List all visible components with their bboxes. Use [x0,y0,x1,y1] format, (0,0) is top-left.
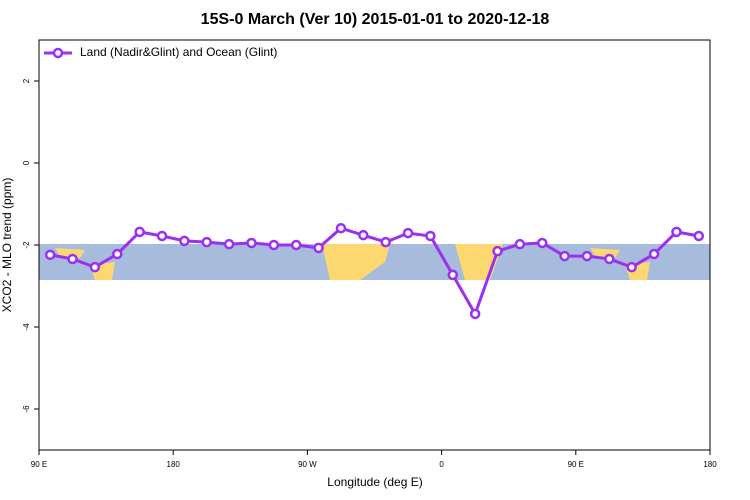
data-point [67,253,78,265]
data-point [268,239,280,251]
data-point [581,250,593,262]
y-tick-label: 2 [22,78,31,83]
data-point [335,222,347,234]
data-point [380,236,391,248]
data-point [156,230,168,242]
data-point [447,269,459,281]
data-point [246,237,257,249]
data-point [537,237,548,249]
x-tick-label: 180 [167,460,181,469]
data-point [179,235,190,247]
data-point [671,226,682,238]
y-tick-label: -4 [22,323,31,331]
data-point [290,239,302,251]
data-point [402,227,414,239]
data-point [223,238,235,250]
data-point [693,230,705,242]
data-point [201,236,212,248]
y-tick-label: 0 [22,160,31,165]
y-tick-label: -6 [22,405,31,413]
data-point [469,308,481,320]
data-point [44,249,56,261]
chart-title: 15S-0 March (Ver 10) 2015-01-01 to 2020-… [201,11,550,28]
x-tick-label: 90 E [568,460,584,469]
x-tick-label: 90 W [298,460,317,469]
data-point [492,245,503,257]
legend-marker [52,47,64,59]
data-point [626,261,637,273]
x-tick-label: 90 E [31,460,47,469]
data-point [89,261,101,273]
x-tick-label: 0 [439,460,444,469]
data-point [425,230,436,242]
x-axis-label: Longitude (deg E) [327,475,422,489]
map-background [39,244,710,280]
x-tick-label: 180 [703,460,717,469]
data-point [514,238,526,250]
data-point [358,229,369,241]
data-point [648,248,660,260]
data-point [313,242,324,254]
data-point [134,226,145,238]
data-point [604,253,615,265]
legend-label: Land (Nadir&Glint) and Ocean (Glint) [80,45,277,59]
data-point [112,248,123,260]
y-tick-label: -2 [22,241,31,249]
y-axis-label: XCO2 - MLO trend (ppm) [0,178,14,313]
data-point [559,250,570,262]
